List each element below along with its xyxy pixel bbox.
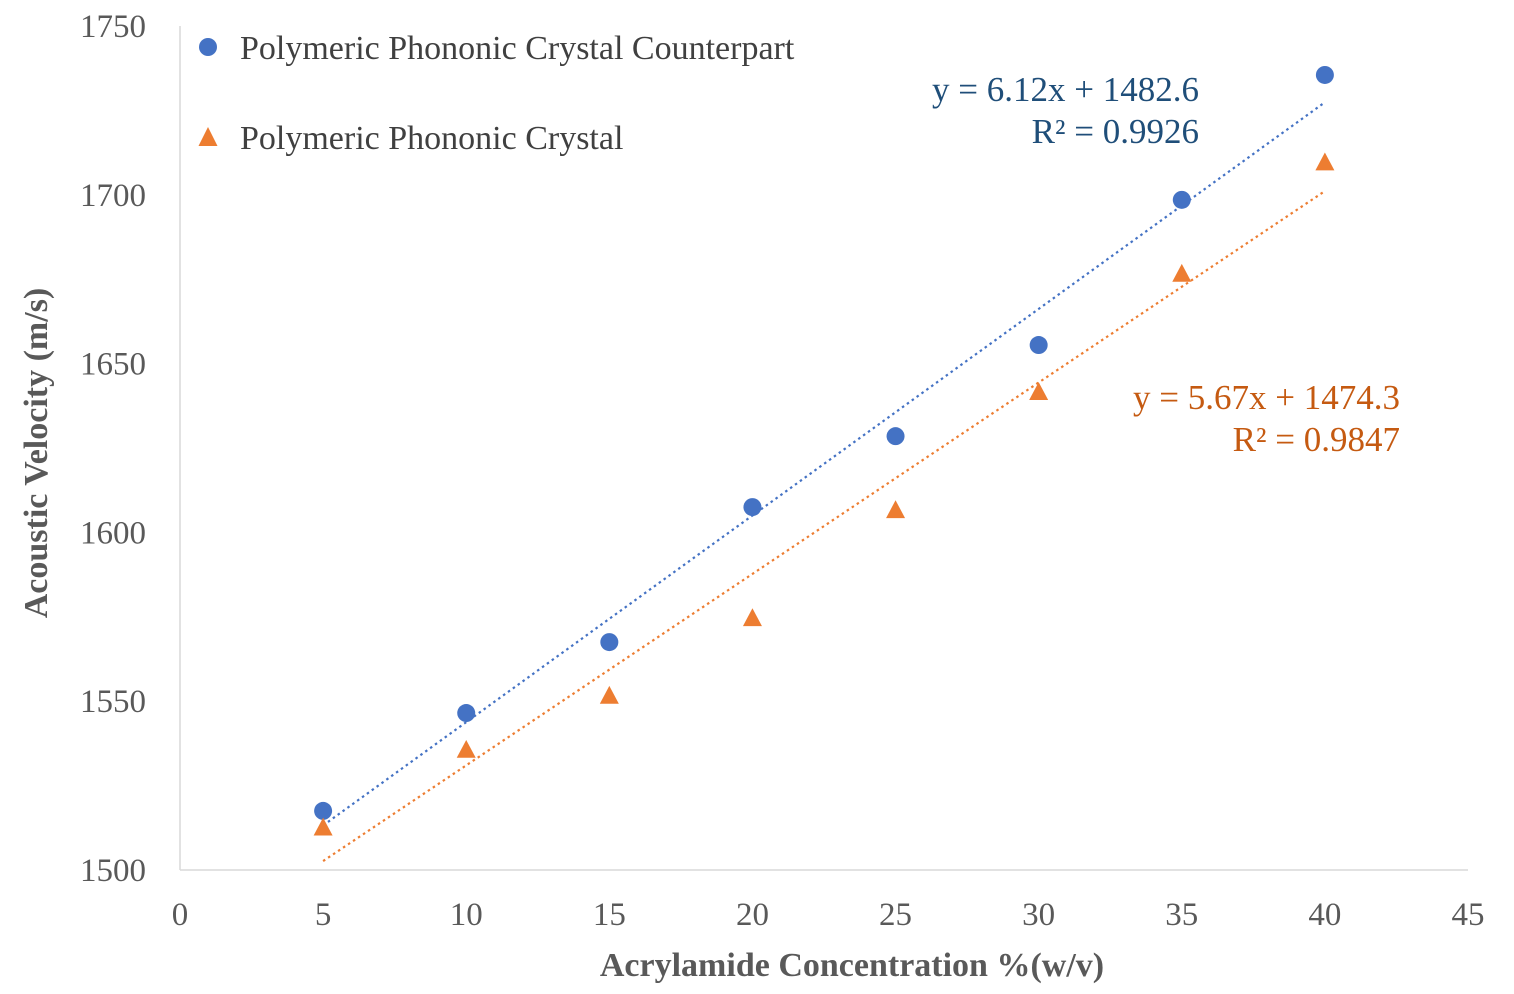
y-tick-label: 1600: [80, 515, 146, 551]
y-tick-label: 1500: [80, 853, 146, 889]
trendline-equation: y = 6.12x + 1482.6: [932, 70, 1199, 109]
trendline-r-squared: R² = 0.9926: [1032, 112, 1199, 151]
trendline-equations: y = 6.12x + 1482.6R² = 0.9926 y = 5.67x +…: [932, 70, 1400, 459]
data-point-series-1: [1172, 190, 1191, 209]
x-tick-label: 0: [172, 897, 189, 933]
x-tick-label: 40: [1308, 897, 1341, 933]
data-point-series-2: [742, 608, 762, 627]
y-tick-label: 1750: [80, 9, 146, 45]
trendlines: [322, 101, 1326, 862]
y-axis-title: Acoustic Velocity (m/s): [18, 288, 55, 619]
x-axis-title: Acrylamide Concentration %(w/v): [600, 947, 1104, 984]
data-point-series-2: [1315, 152, 1335, 171]
x-tick-label: 45: [1452, 897, 1485, 933]
y-tick-label: 1550: [80, 684, 146, 720]
trendline-r-squared: R² = 0.9847: [1233, 420, 1400, 459]
data-point-series-1: [743, 498, 762, 517]
x-tick-label: 20: [736, 897, 769, 933]
data-point-series-2: [1172, 263, 1192, 282]
data-point-series-2: [599, 685, 619, 704]
data-point-series-2: [1029, 382, 1049, 400]
data-point-series-1: [600, 633, 619, 652]
data-point-series-2: [886, 500, 906, 519]
x-tick-label: 5: [315, 897, 332, 933]
x-tick-label: 30: [1022, 897, 1055, 933]
data-point-series-1: [314, 801, 333, 820]
data-point-series-1: [457, 704, 476, 723]
x-tick-label: 10: [450, 897, 483, 933]
legend-marker-circle: [199, 38, 217, 56]
data-points: [313, 65, 1335, 836]
trendline-series-2: [322, 190, 1326, 862]
data-point-series-1: [1029, 336, 1048, 355]
x-tick-label: 25: [879, 897, 912, 933]
legend: Polymeric Phononic Crystal Counterpart Po…: [198, 30, 795, 157]
legend-label: Polymeric Phononic Crystal Counterpart: [240, 30, 795, 67]
trendline-equation: y = 5.67x + 1474.3: [1133, 378, 1400, 417]
data-point-series-1: [1315, 65, 1334, 84]
x-tick-label: 35: [1165, 897, 1198, 933]
trendline-series-1: [322, 101, 1326, 827]
data-point-series-2: [313, 817, 333, 836]
x-tick-label: 15: [593, 897, 626, 933]
y-tick-label: 1700: [80, 178, 146, 214]
axes: 0 5 10 15 20 25 30 35 40 45 1500 1550 1600 1650 1700 17…: [18, 9, 1485, 984]
legend-label: Polymeric Phononic Crystal: [240, 120, 623, 157]
data-point-series-2: [456, 739, 476, 758]
data-point-series-1: [886, 427, 905, 446]
legend-marker-triangle: [198, 127, 218, 146]
y-tick-label: 1650: [80, 347, 146, 383]
